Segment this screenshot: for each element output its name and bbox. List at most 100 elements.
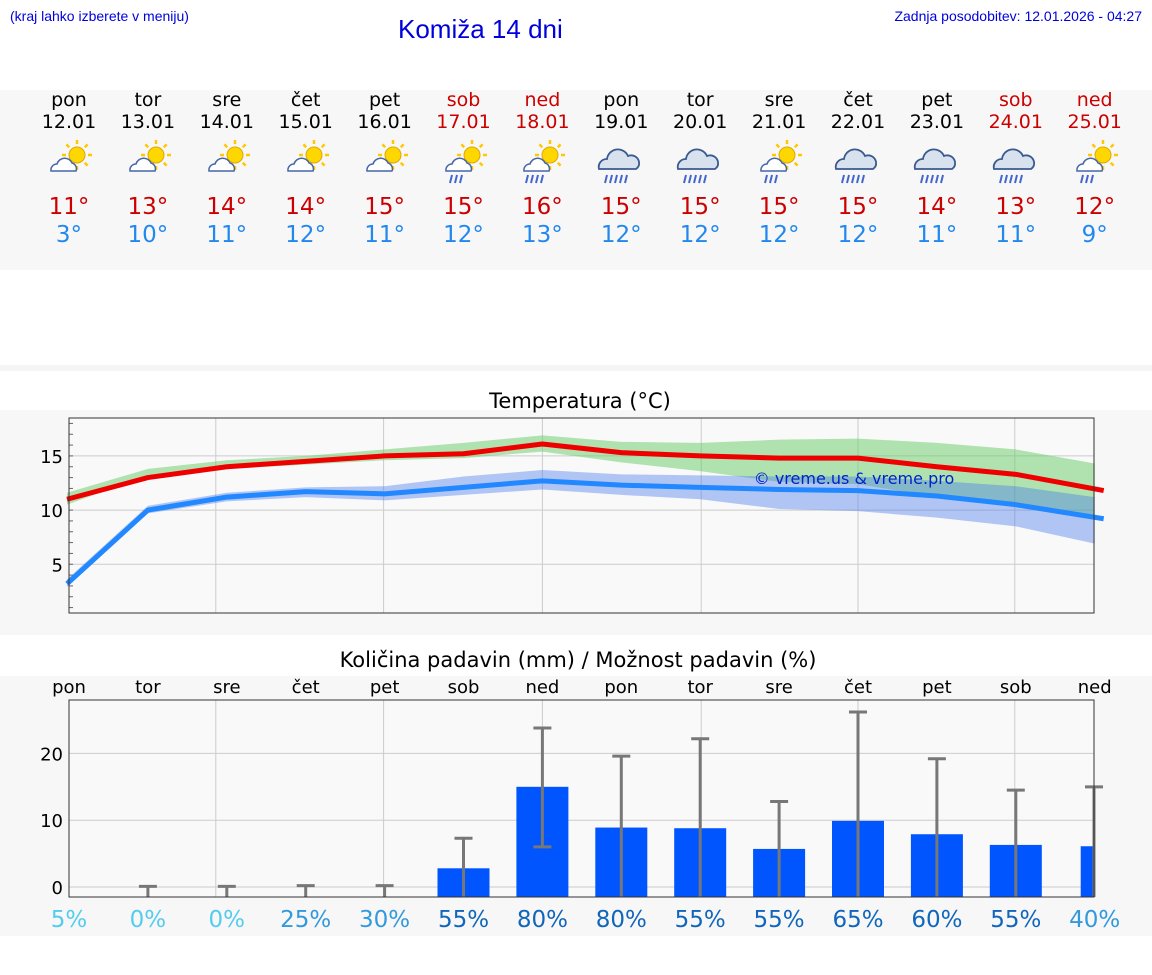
precip-probability-label: 5% bbox=[51, 907, 88, 933]
min-temperature: 12° bbox=[285, 222, 327, 248]
day-column: sre 14.01 14° 11° bbox=[188, 90, 266, 249]
precip-day-label: ned bbox=[525, 677, 559, 698]
precip-probability-label: 0% bbox=[209, 907, 246, 933]
day-of-week: pet bbox=[921, 89, 953, 111]
day-column: čet 15.01 14° 12° bbox=[267, 90, 345, 249]
precip-probability-label: 55% bbox=[675, 907, 726, 933]
max-temperature: 11° bbox=[48, 194, 90, 220]
precip-probability-label: 0% bbox=[130, 907, 167, 933]
min-temperature: 12° bbox=[837, 222, 879, 248]
precip-chart-title: Količina padavin (mm) / Možnost padavin … bbox=[340, 648, 817, 672]
min-temperature: 11° bbox=[916, 222, 958, 248]
day-column: pon 12.01 11° 3° bbox=[30, 90, 108, 249]
day-column: pet 23.01 14° 11° bbox=[898, 90, 976, 249]
watermark: © vreme.us & vreme.pro bbox=[754, 469, 955, 488]
day-column: čet 22.01 15° 12° bbox=[819, 90, 897, 249]
day-date: 25.01 bbox=[1067, 111, 1122, 133]
y-tick-label: 20 bbox=[40, 744, 63, 765]
day-column: ned 18.01 16° 13° bbox=[503, 90, 581, 249]
precip-day-label: pon bbox=[604, 677, 638, 698]
temperature-plot-frame bbox=[68, 417, 1095, 614]
max-temperature: 15° bbox=[837, 194, 879, 220]
min-temperature: 12° bbox=[758, 222, 800, 248]
sun-cloud-rain-icon bbox=[1075, 140, 1118, 184]
cloud-rain-icon bbox=[834, 148, 877, 184]
precip-day-label: tor bbox=[135, 677, 161, 698]
precip-probability-label: 30% bbox=[359, 907, 410, 933]
day-of-week: tor bbox=[134, 89, 162, 111]
cloud-rain-icon bbox=[598, 148, 641, 184]
max-temperature: 15° bbox=[600, 194, 642, 220]
day-of-week: pon bbox=[51, 89, 87, 111]
day-of-week: sob bbox=[446, 89, 481, 111]
day-of-week: sob bbox=[999, 89, 1033, 111]
location-hint: (kraj lahko izberete v meniju) bbox=[10, 8, 189, 24]
max-temperature: 15° bbox=[364, 194, 405, 220]
day-date: 13.01 bbox=[120, 111, 176, 133]
day-of-week: pon bbox=[603, 89, 640, 111]
day-column: tor 20.01 15° 12° bbox=[661, 90, 739, 249]
min-temperature: 3° bbox=[55, 222, 83, 248]
max-temperature: 13° bbox=[995, 194, 1037, 220]
precip-probability-label: 55% bbox=[438, 907, 489, 933]
precip-probability-label: 40% bbox=[1069, 907, 1120, 933]
day-date: 22.01 bbox=[830, 111, 886, 133]
day-column: ned 25.01 12° 9° bbox=[1056, 90, 1134, 249]
precip-probability-label: 65% bbox=[832, 907, 883, 933]
precip-day-label: sre bbox=[213, 677, 240, 698]
y-tick-label: 10 bbox=[40, 501, 63, 522]
day-of-week: sre bbox=[764, 89, 794, 111]
max-temperature: 14° bbox=[916, 194, 958, 220]
precip-day-label: čet bbox=[844, 677, 872, 698]
cloud-rain-icon bbox=[677, 148, 720, 184]
cloud-rain-icon bbox=[992, 148, 1035, 184]
max-temperature: 12° bbox=[1074, 194, 1116, 220]
day-date: 23.01 bbox=[909, 111, 965, 133]
sun-cloud-rain-icon bbox=[760, 140, 803, 184]
day-date: 19.01 bbox=[594, 111, 649, 133]
sun-cloud-icon bbox=[129, 140, 171, 172]
max-temperature: 15° bbox=[679, 194, 721, 220]
daily-forecast-strip: pon 12.01 11° 3° tor 13.01 13° 10° sre 1… bbox=[0, 90, 1152, 270]
day-of-week: ned bbox=[524, 89, 561, 111]
min-temperature: 12° bbox=[679, 222, 721, 248]
day-date: 15.01 bbox=[278, 111, 333, 133]
precip-probability-label: 25% bbox=[280, 907, 331, 933]
sun-cloud-icon bbox=[286, 140, 329, 172]
last-updated: Zadnja posodobitev: 12.01.2026 - 04:27 bbox=[894, 8, 1142, 24]
y-tick-label: 0 bbox=[52, 878, 63, 899]
day-date: 21.01 bbox=[751, 111, 807, 133]
sun-cloud-icon bbox=[50, 140, 92, 172]
day-column: pon 19.01 15° 12° bbox=[582, 90, 660, 249]
day-date: 12.01 bbox=[41, 111, 97, 133]
min-temperature: 12° bbox=[600, 222, 642, 248]
min-temperature-range-band bbox=[67, 470, 1095, 587]
sun-cloud-icon bbox=[208, 140, 250, 172]
day-date: 24.01 bbox=[988, 111, 1043, 133]
precip-day-label: sre bbox=[765, 677, 792, 698]
precip-day-label: sob bbox=[1000, 677, 1032, 698]
min-temperature: 11° bbox=[364, 222, 405, 248]
sun-cloud-heavy-rain-icon bbox=[523, 140, 566, 184]
day-column: sob 24.01 13° 11° bbox=[977, 90, 1055, 249]
precip-day-label: tor bbox=[687, 677, 713, 698]
max-temperature: 16° bbox=[522, 194, 563, 220]
precip-probability-label: 80% bbox=[596, 907, 647, 933]
day-column: tor 13.01 13° 10° bbox=[109, 90, 187, 249]
min-temperature: 9° bbox=[1081, 222, 1108, 248]
day-column: sob 17.01 15° 12° bbox=[425, 90, 503, 249]
y-tick-label: 15 bbox=[40, 447, 63, 468]
precip-day-label: pon bbox=[52, 677, 86, 698]
max-temperature: 15° bbox=[443, 194, 484, 220]
day-date: 18.01 bbox=[515, 111, 570, 133]
min-temperature: 11° bbox=[206, 222, 248, 248]
day-date: 20.01 bbox=[672, 111, 728, 133]
sun-cloud-icon bbox=[365, 140, 408, 172]
precip-probability-label: 60% bbox=[911, 907, 962, 933]
max-temperature: 14° bbox=[285, 194, 327, 220]
min-temperature: 10° bbox=[127, 222, 169, 248]
max-temperature: 14° bbox=[206, 194, 248, 220]
precip-probability-label: 55% bbox=[990, 907, 1041, 933]
precip-day-label: sob bbox=[448, 677, 480, 698]
